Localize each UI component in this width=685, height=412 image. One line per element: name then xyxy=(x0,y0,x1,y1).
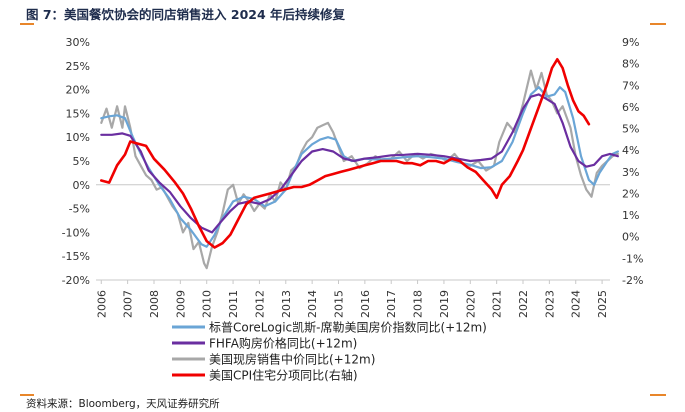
x-tick-label: 2006 xyxy=(95,290,108,318)
legend-label-3: 美国现房销售中价同比(+12m) xyxy=(209,352,375,367)
y-right-tick-label: 6% xyxy=(622,101,639,114)
footer-rule-right xyxy=(650,394,666,396)
x-tick-label: 2023 xyxy=(543,290,556,318)
y-right-tick-label: 7% xyxy=(622,79,639,92)
source-note: 资料来源：Bloomberg，天风证券研究所 xyxy=(26,398,220,410)
chart-axes: 30% 25% 20% 15% 10% 5% 0% -5% -10% -15% -20% 9% 8% 7%… xyxy=(62,36,644,318)
x-tick-label: 2021 xyxy=(491,290,504,318)
y-left-tick-label: 30% xyxy=(66,36,90,49)
x-tick-label: 2018 xyxy=(412,290,425,318)
x-tick-label: 2017 xyxy=(385,290,398,318)
series-line-2 xyxy=(100,93,619,234)
x-tick-label: 2015 xyxy=(333,290,346,318)
x-tick-label: 2012 xyxy=(253,290,266,318)
x-tick-label: 2009 xyxy=(174,290,187,318)
y-right-tick-label: 3% xyxy=(622,166,639,179)
y-left-tick-label: 25% xyxy=(66,60,90,73)
header-rule-right xyxy=(650,23,666,25)
x-tick-label: 2019 xyxy=(438,290,451,318)
y-left-tick-label: 5% xyxy=(73,155,90,168)
x-tick-label: 2011 xyxy=(227,290,240,318)
y-right-tick-label: 0% xyxy=(622,231,639,244)
x-tick-label: 2020 xyxy=(464,290,477,318)
legend-label-1: 标普CoreLogic凯斯-席勒美国房价指数同比(+12m) xyxy=(209,320,487,335)
y-right-tick-label: 9% xyxy=(622,36,639,49)
x-tick-label: 2007 xyxy=(122,290,135,318)
line-chart: 30% 25% 20% 15% 10% 5% 0% -5% -10% -15% -20% 9% 8% 7%… xyxy=(62,36,644,383)
chart-series xyxy=(100,58,619,270)
chart-legend: 标普CoreLogic凯斯-席勒美国房价指数同比(+12m)FHFA购房价格同比… xyxy=(172,320,487,383)
y-right-tick-label: -1% xyxy=(622,252,643,265)
y-left-tick-label: 15% xyxy=(66,107,90,120)
header-rule-left xyxy=(20,23,34,25)
y-right-tick-label: 8% xyxy=(622,58,639,71)
series-line-4 xyxy=(100,58,591,249)
figure-title: 图 7：美国餐饮协会的同店销售进入 2024 年后持续修复 xyxy=(26,7,346,22)
x-tick-label: 2008 xyxy=(148,290,161,318)
y-left-tick-label: 20% xyxy=(66,84,90,97)
y-left-tick-label: 0% xyxy=(73,179,90,192)
y-left-tick-label: -10% xyxy=(62,226,90,239)
x-tick-label: 2016 xyxy=(359,290,372,318)
y-left-tick-label: -15% xyxy=(62,250,90,263)
legend-label-2: FHFA购房价格同比(+12m) xyxy=(209,336,357,351)
x-tick-label: 2022 xyxy=(517,290,530,318)
x-tick-label: 2025 xyxy=(596,290,609,318)
x-tick-label: 2013 xyxy=(280,290,293,318)
y-right-tick-label: 5% xyxy=(622,123,639,136)
y-right-tick-label: 2% xyxy=(622,187,639,200)
y-left-tick-label: 10% xyxy=(66,131,90,144)
y-left-tick-label: -5% xyxy=(69,203,90,216)
x-tick-label: 2024 xyxy=(570,290,583,318)
legend-label-4: 美国CPI住宅分项同比(右轴) xyxy=(209,368,358,383)
y-right-tick-label: 4% xyxy=(622,144,639,157)
x-tick-label: 2010 xyxy=(201,290,214,318)
footer-rule-left xyxy=(20,394,34,396)
y-left-tick-label: -20% xyxy=(62,274,90,287)
y-right-tick-label: 1% xyxy=(622,209,639,222)
y-right-tick-label: -2% xyxy=(622,274,643,287)
x-tick-label: 2014 xyxy=(306,290,319,318)
